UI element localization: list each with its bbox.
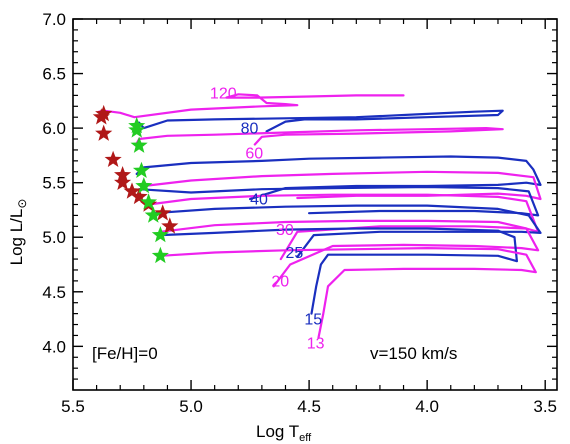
green-star-marker <box>128 121 146 138</box>
red-star-marker <box>154 204 172 221</box>
y-tick-label: 4.5 <box>42 283 66 302</box>
red-star-marker <box>123 182 141 199</box>
track-line-15 <box>159 227 518 315</box>
red-star-marker <box>92 108 110 125</box>
x-tick-label: 4.5 <box>297 397 321 416</box>
y-tick-label: 4.0 <box>42 337 66 356</box>
track-label-60: 60 <box>245 146 263 163</box>
track-label-120: 120 <box>210 86 237 103</box>
evolutionary-tracks <box>97 93 542 339</box>
track-line-25 <box>152 204 542 258</box>
x-tick-label: 5.0 <box>179 397 203 416</box>
red-star-marker <box>104 150 122 167</box>
y-tick-label: 5.5 <box>42 174 66 193</box>
green-star-marker <box>151 226 169 243</box>
track-line-20 <box>159 219 540 288</box>
metallicity-annotation: [Fe/H]=0 <box>92 344 158 363</box>
track-label-40: 40 <box>250 192 268 209</box>
track-label-80: 80 <box>241 121 259 138</box>
green-star-marker <box>132 161 150 178</box>
green-star-marker <box>151 246 169 264</box>
red-star-marker <box>114 173 132 190</box>
green-star-marker <box>144 206 162 223</box>
y-tick-label: 6.5 <box>42 65 66 84</box>
track-label-13: 13 <box>307 336 325 353</box>
star-markers <box>92 104 179 264</box>
y-axis-label-subscript: ⊙ <box>15 199 29 209</box>
track-line-80 <box>138 109 504 133</box>
track-line-60 <box>135 127 504 146</box>
track-label-25: 25 <box>285 245 303 262</box>
red-star-marker <box>95 104 113 122</box>
x-tick-label: 3.5 <box>533 397 557 416</box>
x-axis-label: Log Teff <box>256 422 312 444</box>
track-labels: 120 80 60 40 30 25 20 15 13 <box>210 86 325 353</box>
y-tick-label: 7.0 <box>42 10 66 29</box>
red-star-marker <box>95 124 113 141</box>
track-line-unlabeled-5 <box>138 185 540 217</box>
rotation-annotation: v=150 km/s <box>370 344 457 363</box>
red-star-marker <box>130 187 148 205</box>
x-tick-label: 5.5 <box>61 397 85 416</box>
y-tick-label: 5.0 <box>42 228 66 247</box>
track-line-40 <box>135 155 542 201</box>
track-label-30: 30 <box>276 222 294 239</box>
x-axis-label-subscript: eff <box>299 432 312 444</box>
track-line-30 <box>147 193 540 261</box>
green-star-marker <box>140 193 158 210</box>
track-line-13 <box>159 247 537 339</box>
y-axis-label: Log L/L⊙ <box>7 199 29 266</box>
x-tick-label: 4.0 <box>415 397 439 416</box>
track-label-20: 20 <box>271 273 289 290</box>
green-star-marker <box>130 136 148 153</box>
plot-axes: 5.5 5.0 4.5 4.0 3.5 4.0 4.5 5.0 5.5 6.0 6.5 7.0 <box>42 10 558 416</box>
y-tick-label: 6.0 <box>42 119 66 138</box>
green-star-marker <box>135 177 153 194</box>
track-label-15: 15 <box>304 312 322 329</box>
track-line-120 <box>97 93 405 119</box>
red-star-marker <box>161 217 179 234</box>
